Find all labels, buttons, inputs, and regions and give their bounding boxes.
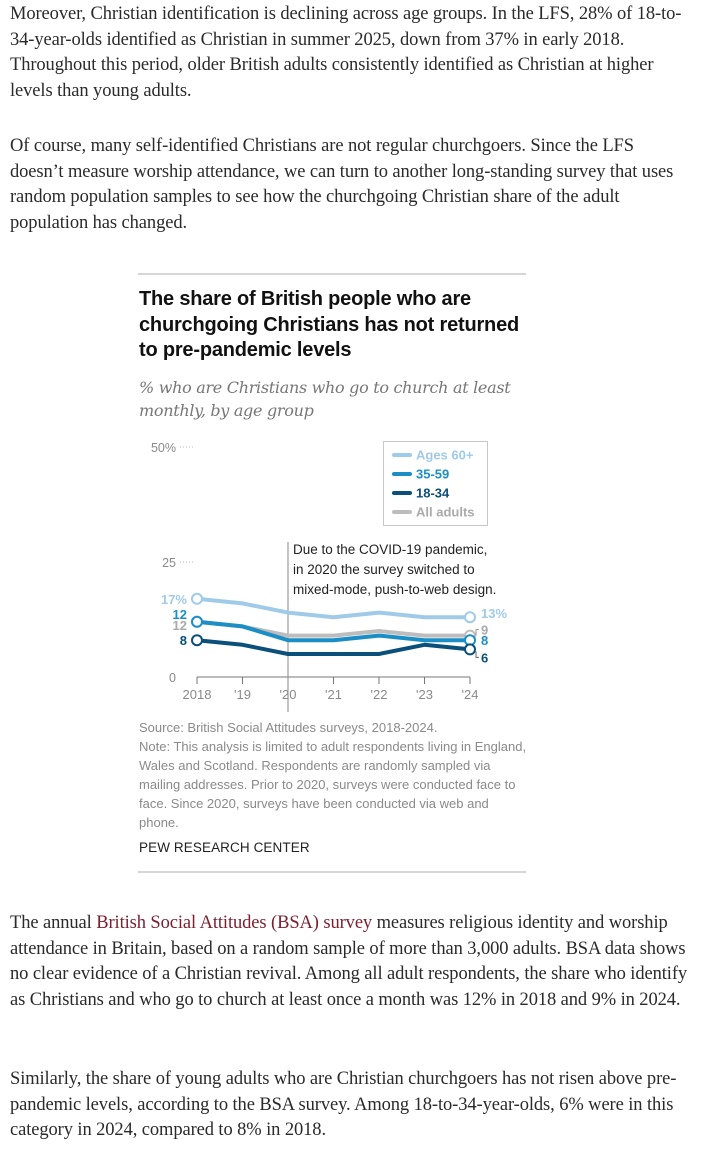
x-tick-label: '23 xyxy=(416,687,433,702)
legend-label: All adults xyxy=(416,505,475,520)
x-tick-label: '19 xyxy=(234,687,251,702)
x-tick-label: '24 xyxy=(462,687,479,702)
legend-label: Ages 60+ xyxy=(416,448,474,463)
data-point-marker xyxy=(191,634,203,647)
chart-source: Source: British Social Attitudes surveys… xyxy=(139,720,438,735)
start-value-label: 8 xyxy=(180,633,187,648)
y-tick-label: 25 xyxy=(162,556,176,570)
chart-subtitle: % who are Christians who go to church at… xyxy=(139,378,511,420)
data-point-marker xyxy=(191,615,203,628)
x-tick-label: '22 xyxy=(371,687,388,702)
series-line-ages-60- xyxy=(195,596,472,620)
end-value-label: 6 xyxy=(481,650,488,665)
chart-top-rule xyxy=(138,273,526,275)
chart-notes: Source: British Social Attitudes surveys… xyxy=(139,718,529,832)
legend-label: 18-34 xyxy=(416,486,450,501)
x-tick-label: 2018 xyxy=(183,687,212,702)
annotation-text: Due to the COVID-19 pandemic, xyxy=(293,542,487,557)
start-value-label: 12 xyxy=(173,607,187,622)
paragraph-lfs-age-groups: Moreover, Christian identification is de… xyxy=(10,4,682,101)
chart-note: Note: This analysis is limited to adult … xyxy=(139,739,527,830)
paragraph-bsa-lead: The annual xyxy=(10,913,97,933)
bsa-survey-link[interactable]: British Social Attitudes (BSA) survey xyxy=(96,913,373,933)
end-value-label: 9 xyxy=(481,623,488,638)
data-point-marker xyxy=(464,643,476,656)
y-tick-label: 50% xyxy=(151,441,176,455)
paragraph-churchgoers: Of course, many self-identified Christia… xyxy=(10,136,674,233)
start-value-label: 17% xyxy=(161,592,187,607)
chart-title: The share of British people who are chur… xyxy=(139,288,520,361)
series-line-all-adults xyxy=(195,619,472,638)
chart-bottom-rule xyxy=(138,871,526,873)
end-label-leader xyxy=(475,651,479,658)
x-tick-label: '21 xyxy=(325,687,342,702)
paragraph-young-adults: Similarly, the share of young adults who… xyxy=(10,1069,677,1141)
paragraph-bsa: The annual British Social Attitudes (BSA… xyxy=(10,911,690,1013)
start-value-label: 12 xyxy=(173,618,187,633)
annotation-text: in 2020 the survey switched to xyxy=(293,562,475,577)
end-value-label: 13% xyxy=(481,606,507,621)
series-line-35-59 xyxy=(195,619,472,643)
end-value-label: 8 xyxy=(481,633,488,648)
paragraph-bsa-rest: measures religious identity and worship … xyxy=(10,913,688,1010)
y-tick-label: 0 xyxy=(169,671,176,685)
legend-label: 35-59 xyxy=(416,467,449,482)
data-point-marker xyxy=(191,592,203,605)
end-label-leader xyxy=(475,629,479,636)
series-line-18-34 xyxy=(195,638,472,656)
annotation-text: mixed-mode, push-to-web design. xyxy=(293,582,496,597)
chart-credit: PEW RESEARCH CENTER xyxy=(139,840,310,855)
data-point-marker xyxy=(464,611,476,624)
